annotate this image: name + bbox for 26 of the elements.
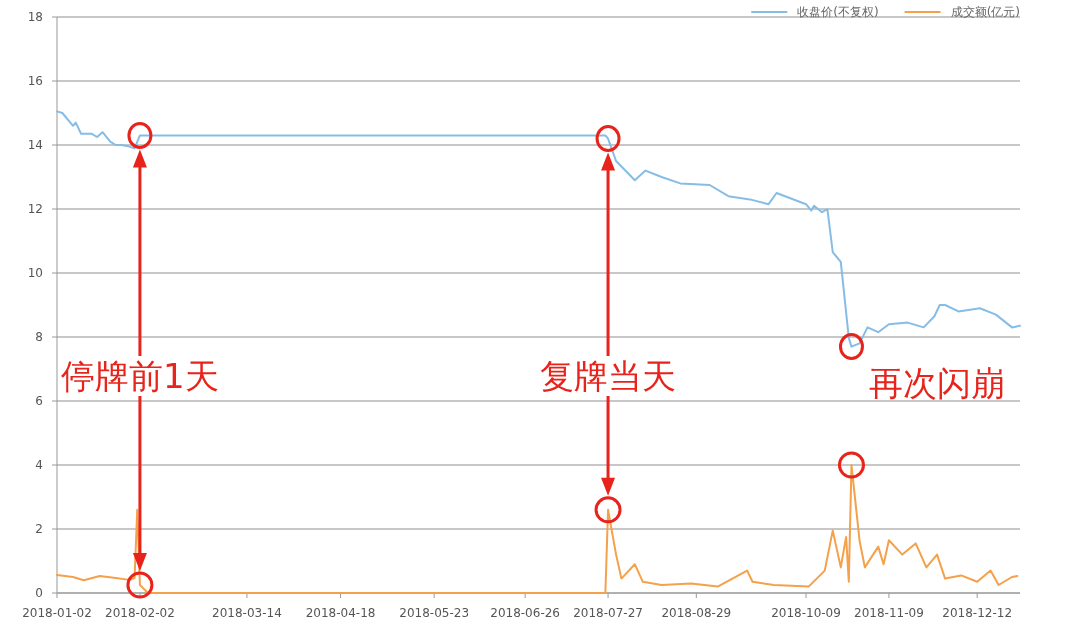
x-tick-label: 2018-01-02 [22,606,92,620]
y-tick-label: 4 [35,458,43,472]
x-tick-label: 2018-11-09 [854,606,924,620]
legend-label: 成交额(亿元) [950,5,1020,19]
annotation: 再次闪崩 [869,363,1006,403]
y-tick-label: 0 [35,586,43,600]
annotation: 复牌当天 [540,356,677,396]
legend-label: 收盘价(不复权) [797,5,879,19]
y-tick-label: 8 [35,330,43,344]
annotation: 停牌前1天 [61,356,219,396]
y-tick-label: 6 [35,394,43,408]
x-tick-label: 2018-10-09 [771,606,841,620]
x-tick-label: 2018-07-27 [573,606,643,620]
x-tick-label: 2018-06-26 [490,606,560,620]
y-tick-label: 12 [27,202,43,216]
y-tick-label: 18 [27,10,43,24]
y-tick-label: 10 [27,266,43,280]
x-tick-label: 2018-08-29 [661,606,732,620]
x-tick-label: 2018-04-18 [305,606,376,620]
y-tick-label: 2 [35,522,43,536]
x-tick-label: 2018-03-14 [212,606,282,620]
x-tick-label: 2018-02-02 [105,606,175,620]
x-tick-label: 2018-12-12 [942,606,1013,620]
y-tick-label: 16 [27,74,43,88]
x-tick-label: 2018-05-23 [399,606,470,620]
y-tick-label: 14 [27,138,43,152]
